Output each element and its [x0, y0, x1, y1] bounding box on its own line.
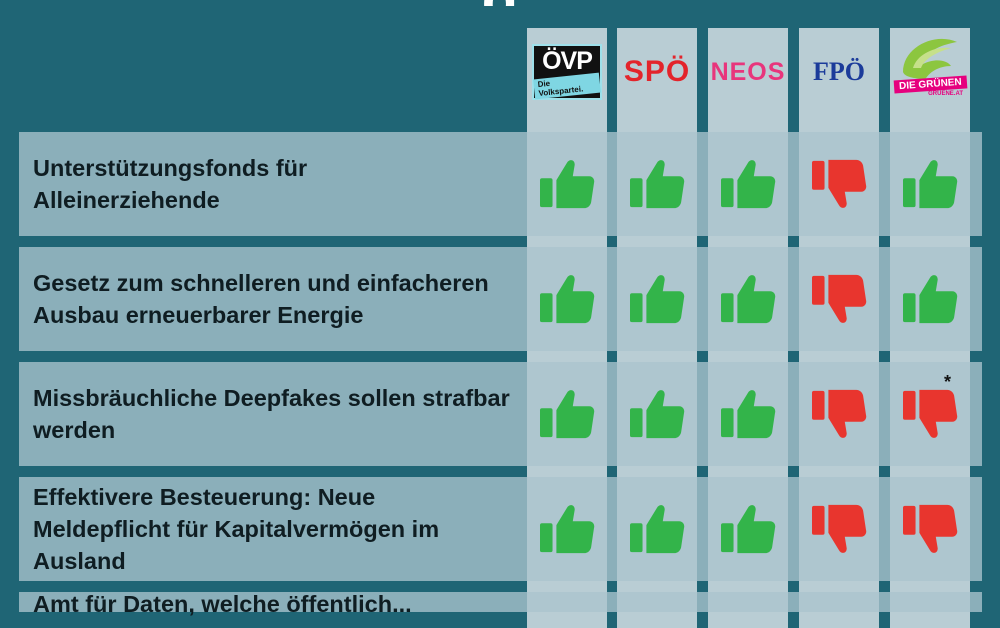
thumbs-up-icon [617, 247, 697, 351]
logo-oevp: ÖVP Die Volkspartei. [527, 28, 607, 116]
thumbs-up-icon [617, 362, 697, 466]
thumbs-up-icon [527, 247, 607, 351]
logo-spoe: SPÖ [617, 28, 697, 116]
row-label: Amt für Daten, welche öffentlich... [33, 591, 412, 617]
row-label: Effektivere Besteuerung: Neue Meldepflic… [33, 484, 440, 574]
thumbs-up-icon [708, 362, 788, 466]
thumbs-up-icon [617, 477, 697, 581]
thumbs-down-icon [890, 362, 970, 466]
gruene-sunflower-icon [903, 38, 957, 80]
logo-fpoe: FPÖ [799, 28, 879, 116]
thumbs-up-icon [890, 247, 970, 351]
logo-gruene: DIE GRÜNEN GRUENE.AT [890, 28, 970, 116]
row-label: Gesetz zum schnelleren und einfacheren A… [33, 270, 489, 328]
thumbs-down-icon [799, 132, 879, 236]
row-label: Unterstützungsfonds für Alleinerziehende [33, 155, 308, 213]
fpoe-logo-text: FPÖ [813, 57, 865, 86]
thumbs-down-icon [799, 362, 879, 466]
thumbs-up-icon [708, 477, 788, 581]
thumbs-up-icon [890, 132, 970, 236]
oevp-logo-subtitle: Die Volkspartei. [533, 72, 601, 100]
thumbs-up-icon [708, 247, 788, 351]
thumbs-down-icon [799, 477, 879, 581]
gruene-logo-url: GRUENE.AT [928, 91, 963, 97]
thumbs-up-icon [527, 477, 607, 581]
thumbs-up-icon [527, 362, 607, 466]
row-label: Missbräuchliche Deepfakes sollen strafba… [33, 385, 510, 443]
spoe-logo-text: SPÖ [623, 55, 691, 88]
thumbs-down-icon [799, 247, 879, 351]
thumbs-up-icon [527, 132, 607, 236]
oevp-logo-text: ÖVP [542, 47, 593, 75]
thumbs-up-icon [617, 132, 697, 236]
page-title: g [0, 0, 1000, 6]
footnote-asterisk: * [944, 372, 952, 392]
logo-neos: NEOS [708, 28, 788, 116]
thumbs-up-icon [708, 132, 788, 236]
thumbs-down-icon [890, 477, 970, 581]
neos-logo-text: NEOS [710, 57, 786, 86]
